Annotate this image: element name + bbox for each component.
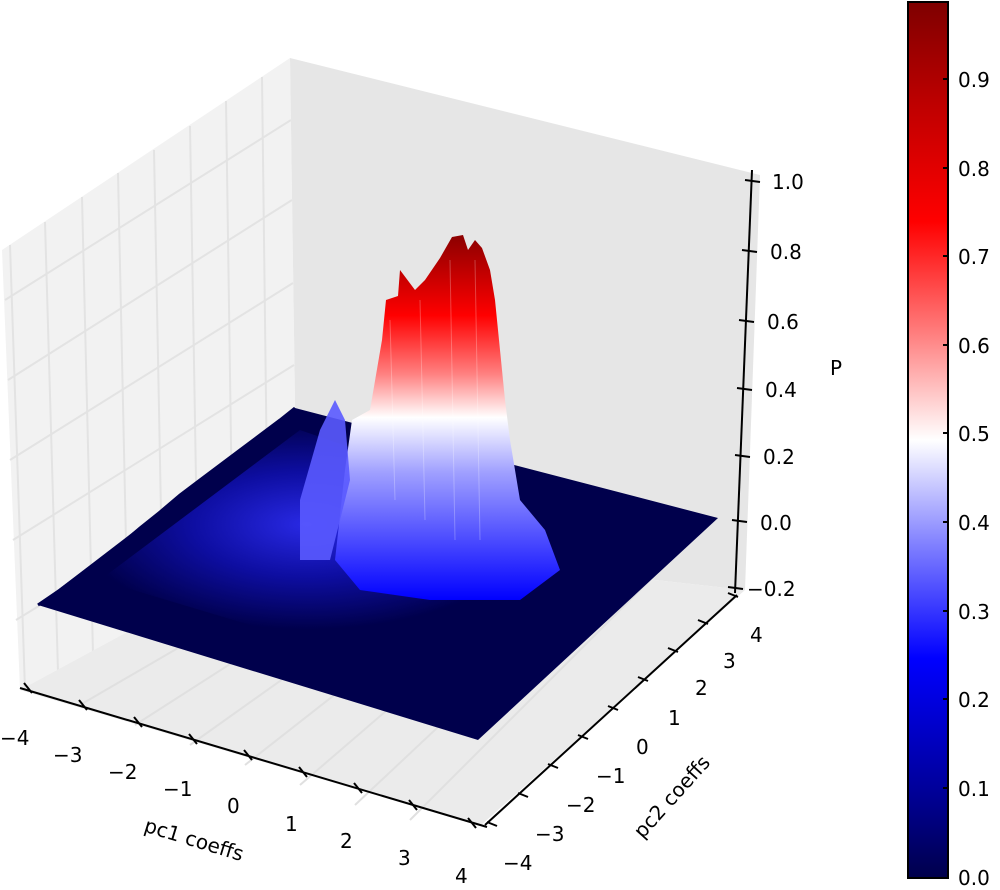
z-tick-label: 0.4: [765, 378, 797, 402]
y-tick-label: 0: [636, 735, 649, 759]
x-tick-label: 3: [398, 846, 411, 870]
z-tick-label: 1.0: [772, 170, 804, 194]
surface: [37, 235, 718, 740]
y-tick-label: 3: [723, 649, 736, 673]
colorbar-tick-label: 0.4: [958, 511, 990, 535]
z-tick-label: 0.8: [770, 240, 802, 264]
y-axis: [484, 592, 739, 827]
colorbar-tick-label: 0.6: [958, 334, 990, 358]
x-tick-label: −2: [108, 760, 138, 784]
x-tick-label: 0: [227, 794, 240, 818]
colorbar-tick-label: 0.5: [958, 422, 990, 446]
x-tick-label: 4: [455, 864, 468, 888]
colorbar-tick-label: 0.3: [958, 600, 990, 624]
y-tick-label: −4: [503, 851, 533, 875]
y-tick-label: 4: [750, 623, 763, 647]
z-axis: [727, 169, 761, 594]
colorbar-tick-label: 0.1: [958, 777, 990, 801]
x-tick-label: −3: [53, 743, 83, 767]
colorbar-tick-label: 0.9: [958, 68, 990, 92]
y-tick-label: −2: [566, 793, 596, 817]
z-tick-label: −0.2: [747, 577, 796, 601]
z-tick-label: 0.0: [760, 511, 792, 535]
y-tick-label: 1: [668, 706, 681, 730]
colorbar-tick-label: 0.8: [958, 157, 990, 181]
x-tick-label: 2: [340, 829, 353, 853]
x-tick-label: −4: [0, 726, 30, 750]
x-axis: [19, 682, 488, 829]
colorbar-tick-label: 0.0: [958, 866, 990, 890]
y-tick-label: 2: [695, 676, 708, 700]
colorbar-tick-label: 0.7: [958, 245, 990, 269]
x-tick-label: 1: [285, 812, 298, 836]
z-tick-label: 0.2: [763, 445, 795, 469]
y-tick-label: −1: [596, 764, 626, 788]
x-tick-label: −1: [163, 777, 193, 801]
colorbar-tick-label: 0.2: [958, 688, 990, 712]
colorbar: [907, 1, 949, 879]
z-axis-label: P: [830, 356, 843, 380]
z-tick-label: 0.6: [767, 310, 799, 334]
y-tick-label: −3: [535, 822, 565, 846]
surface-plot-3d[interactable]: [0, 0, 880, 888]
